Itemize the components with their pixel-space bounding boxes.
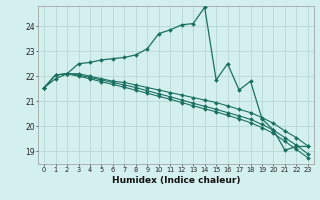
- X-axis label: Humidex (Indice chaleur): Humidex (Indice chaleur): [112, 176, 240, 185]
